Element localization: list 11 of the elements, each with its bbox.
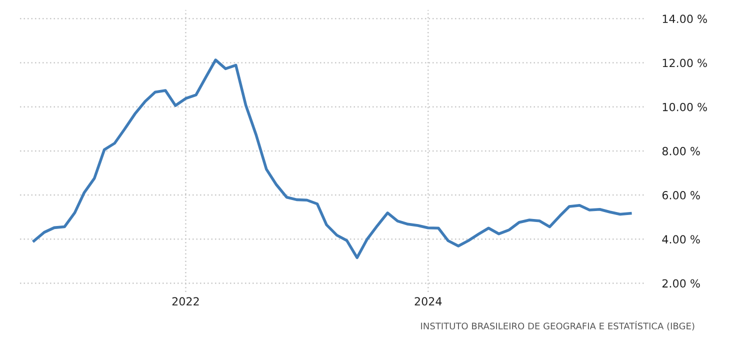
text: INSTITUTO BRASILEIRO DE GEOGRAFIA E ESTATÍSTICA (IBGE) — [421, 320, 694, 330]
x-tick-label: 2022 — [172, 297, 199, 306]
y-tick-label: 12.00 % — [662, 58, 707, 68]
y-tick-label: 10.00 % — [662, 102, 707, 112]
line-series — [32, 58, 632, 260]
x-tick-label: 2024 — [414, 297, 442, 306]
y-tick-label: 2.00 % — [662, 279, 700, 288]
y-tick-label: 8.00 % — [662, 146, 700, 156]
y-tick-label: 4.00 % — [662, 235, 700, 244]
y-tick-label: 14.00 % — [662, 14, 707, 24]
y-tick-label: 6.00 % — [662, 191, 700, 200]
